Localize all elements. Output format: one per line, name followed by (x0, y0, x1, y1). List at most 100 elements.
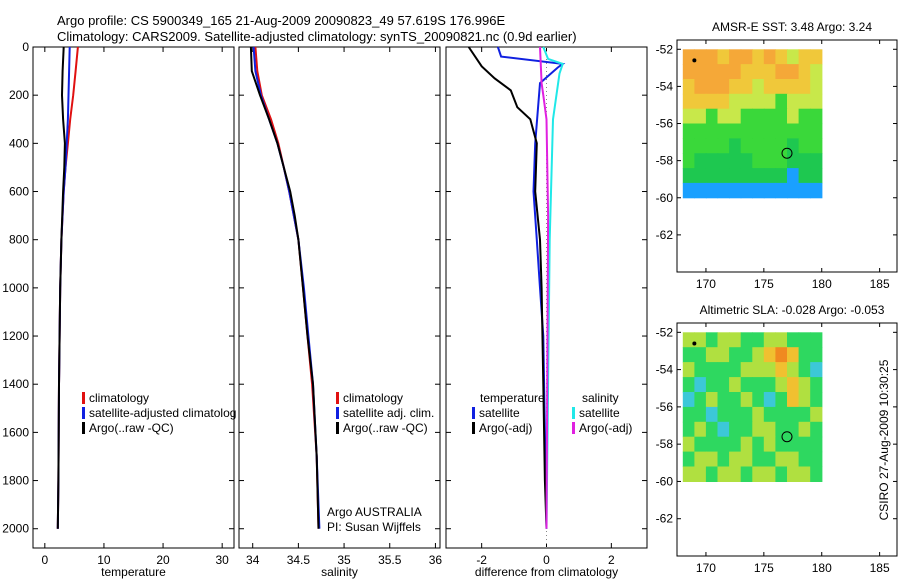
sst_map-cell (787, 153, 800, 169)
temperature-ytick-label: 1000 (2, 281, 29, 295)
sla_map-cell (694, 347, 707, 363)
difference-series-black (467, 46, 548, 529)
temperature-ytick-label: 1600 (2, 425, 29, 439)
sst_map-cell (787, 123, 800, 139)
sla_map-cell (740, 436, 753, 453)
sst_map-cell (717, 93, 730, 110)
sla_map-cell (740, 332, 753, 348)
sla_map-cell (717, 451, 730, 468)
sst_map-cell (810, 93, 823, 110)
salinity-legend-2-swatch (336, 422, 339, 434)
sst_map-cell (775, 93, 788, 110)
sst_map-cell (752, 108, 765, 125)
sst_map-ytick-label: -62 (656, 228, 674, 242)
sla_map-cell (787, 347, 800, 363)
salinity-xtick-label: 34 (246, 553, 260, 567)
sla_map-cell (752, 347, 765, 363)
sst_map-cell (717, 108, 730, 125)
sla_map-cell (717, 406, 730, 423)
sla_map-cell (787, 406, 800, 423)
sla_map-cell (810, 347, 823, 363)
sst_map-cell (682, 93, 695, 110)
sst_map-cell (775, 49, 788, 65)
sst_map-cell (787, 108, 800, 125)
sla_map-cell (729, 362, 742, 378)
temperature-legend-0-swatch (82, 392, 85, 404)
sla_map-xtick-label: 185 (870, 561, 890, 575)
sla_map-cell (705, 451, 719, 468)
sla_map-cell (682, 436, 695, 453)
sst_map-cell (682, 64, 695, 80)
difference-legend-right-0-label: satellite (579, 406, 620, 420)
sst_map-cell (694, 168, 707, 184)
sla_map-cell (717, 466, 730, 482)
sst_map-cell (763, 49, 776, 65)
sst_map-cell (763, 108, 776, 125)
temperature-xtick-label: 0 (41, 553, 48, 567)
sla_map-cell (752, 332, 765, 348)
difference-xtick-label: 2 (608, 553, 615, 567)
sst_map-cell (740, 182, 753, 199)
sla_map-cell (763, 451, 776, 468)
sst_map-cell (752, 182, 765, 199)
sla_map-cell (694, 362, 707, 378)
sst_map-cell (752, 93, 765, 110)
sla_map-cell (787, 332, 800, 348)
sla_map-cell (682, 406, 695, 423)
temperature-xtick-label: 10 (97, 553, 111, 567)
sla_map-cell (775, 466, 788, 482)
sst_map-cell (798, 153, 811, 169)
sst_map-cell (798, 168, 811, 184)
sst_map-cell (787, 138, 800, 154)
sst_map-cell (798, 79, 811, 95)
sla_map-cell (729, 332, 742, 348)
sla_map-cell (740, 362, 753, 378)
sst_map-cell (798, 182, 811, 199)
sla_map-cell (810, 377, 823, 393)
difference-xtick-label: -2 (476, 553, 487, 567)
sla_map-cell (810, 466, 823, 482)
sla_map-cell (763, 332, 776, 348)
sst_map-cell (682, 168, 695, 184)
sla_map-cell (729, 377, 742, 393)
difference-legend-left-0-swatch (472, 407, 475, 419)
sla_map-cell (694, 451, 707, 468)
sla_map-cell (763, 406, 776, 423)
sla_map-title: Altimetric SLA: -0.028 Argo: -0.053 (700, 303, 885, 317)
sst_map-cell (787, 182, 800, 199)
sla_map-cell (740, 466, 753, 482)
sst_map-cell (694, 108, 707, 125)
sla_map-cell (810, 436, 823, 453)
sla_map-cell (705, 406, 719, 423)
sst_map-cell (752, 49, 765, 65)
sst_map-cell (763, 79, 776, 95)
sla_map-xtick-label: 180 (812, 561, 832, 575)
sla_map-cell (775, 451, 788, 468)
sst_map-cell (682, 138, 695, 154)
sla_map-xtick-label: 175 (754, 561, 774, 575)
sst_map-cell (740, 108, 753, 125)
sst_map-cell (763, 182, 776, 199)
sla_map-cell (752, 377, 765, 393)
sst_map-cell (752, 79, 765, 95)
salinity-legend-0-swatch (336, 392, 339, 404)
difference-series-magenta (539, 46, 550, 529)
difference-legend-right-0-swatch (572, 407, 575, 419)
difference-legend-right-title: salinity (582, 391, 619, 405)
sst_map-profile-circle (781, 147, 793, 159)
difference-legend-left-1-swatch (472, 422, 475, 434)
sla_map-cell (763, 347, 776, 363)
sst_map-cell (729, 49, 742, 65)
temperature-ytick-label: 600 (9, 185, 29, 199)
sla_map-cell (810, 451, 823, 468)
sst_map-cell (740, 153, 753, 169)
temperature-ytick-label: 1800 (2, 474, 29, 488)
sst_map-cell (682, 108, 695, 125)
title-line-1: Argo profile: CS 5900349_165 21-Aug-2009… (57, 13, 506, 28)
sla_map-cell (729, 347, 742, 363)
sst_map-cell (729, 64, 742, 80)
sst_map-ytick-label: -58 (656, 154, 674, 168)
sla_map-cell (798, 451, 811, 468)
sst_map-cell (740, 168, 753, 184)
annotation-argo-australia: Argo AUSTRALIA (327, 505, 422, 519)
